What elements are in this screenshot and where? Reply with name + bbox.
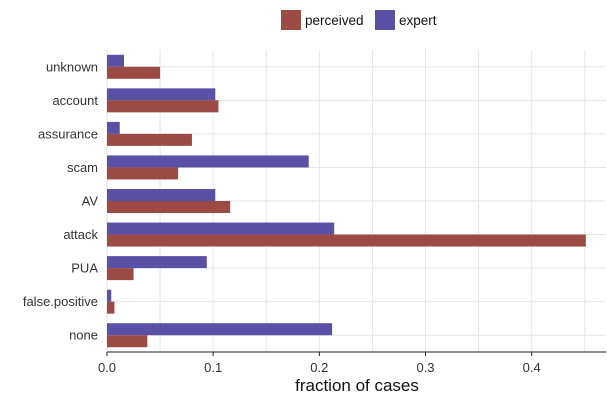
bar-expert-unknown — [107, 54, 124, 67]
y-tick-label: scam — [67, 160, 98, 175]
bar-expert-pua — [107, 256, 207, 269]
y-tick-label: attack — [63, 227, 98, 242]
y-tick-label: none — [69, 328, 98, 343]
bar-perceived-assurance — [107, 133, 192, 146]
y-tick-label: account — [52, 93, 98, 108]
bar-expert-account — [107, 88, 216, 101]
bar-perceived-attack — [107, 234, 586, 247]
bar-perceived-account — [107, 100, 219, 113]
bar-perceived-pua — [107, 268, 134, 281]
bar-expert-av — [107, 189, 216, 201]
legend-label-expert: expert — [399, 13, 437, 28]
bar-layer — [107, 54, 586, 348]
y-tick-label: AV — [82, 194, 99, 209]
y-tick-label: PUA — [71, 261, 98, 276]
bar-perceived-av — [107, 201, 231, 213]
bar-perceived-unknown — [107, 66, 161, 79]
x-tick-label: 0.3 — [416, 360, 434, 375]
legend: perceived expert — [281, 10, 437, 30]
x-tick-label: 0.0 — [98, 360, 116, 375]
x-tick-label: 0.1 — [204, 360, 222, 375]
bar-expert-false-positive — [107, 289, 112, 302]
x-tick-label: 0.2 — [310, 360, 328, 375]
legend-swatch-expert — [375, 10, 395, 30]
bar-expert-assurance — [107, 121, 120, 134]
bar-perceived-scam — [107, 167, 179, 180]
label-layer: unknown account assurance scam AV attack PUA fa… — [23, 59, 541, 375]
bar-expert-scam — [107, 155, 309, 168]
legend-label-perceived: perceived — [305, 13, 364, 28]
x-tick-label: 0.4 — [523, 360, 541, 375]
bar-perceived-false-positive — [107, 301, 115, 314]
axis-layer — [106, 351, 606, 356]
y-tick-label: assurance — [38, 126, 98, 141]
y-tick-label: false.positive — [23, 294, 98, 309]
bar-expert-none — [107, 323, 333, 336]
x-axis-title: fraction of cases — [295, 376, 419, 395]
bar-perceived-none — [107, 335, 148, 348]
bar-expert-attack — [107, 222, 335, 235]
legend-swatch-perceived — [281, 10, 301, 30]
y-tick-label: unknown — [46, 59, 98, 74]
